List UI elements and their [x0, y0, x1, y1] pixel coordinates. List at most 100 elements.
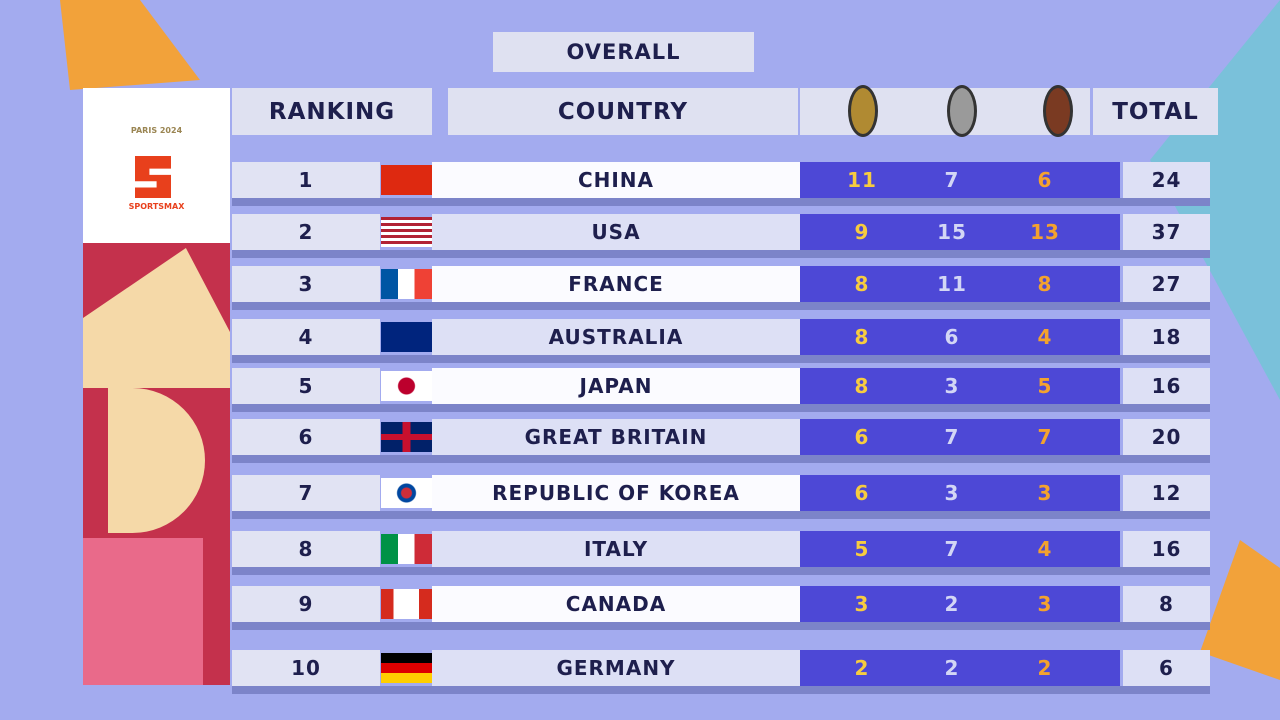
medal-count: 5 — [1037, 374, 1053, 398]
medal-count: 3 — [1037, 592, 1053, 616]
country-cell: CANADA — [432, 586, 800, 622]
row-shadow — [232, 567, 1210, 575]
total-cell: 24 — [1123, 162, 1210, 198]
medal-count: 15 — [937, 220, 967, 244]
medal-count: 6 — [1037, 168, 1053, 192]
logo-text: SPORTSMAX — [128, 202, 185, 211]
rank-cell: 3 — [232, 266, 380, 302]
medal-count: 8 — [854, 325, 870, 349]
flag — [381, 534, 432, 564]
total-cell: 20 — [1123, 419, 1210, 455]
medal-band — [800, 319, 1120, 355]
total-cell: 16 — [1123, 531, 1210, 567]
total-cell: 27 — [1123, 266, 1210, 302]
medal-count: 11 — [847, 168, 877, 192]
row-shadow — [232, 355, 1210, 363]
bronze-medal-icon — [1043, 85, 1073, 137]
flag — [381, 322, 432, 352]
total-cell: 18 — [1123, 319, 1210, 355]
decor — [83, 538, 203, 685]
country-cell: USA — [432, 214, 800, 250]
rank-cell: 2 — [232, 214, 380, 250]
flag — [381, 269, 432, 299]
row-shadow — [232, 404, 1210, 412]
flag — [381, 589, 432, 619]
flag — [381, 478, 432, 508]
medal-count: 8 — [854, 374, 870, 398]
row-shadow — [232, 622, 1210, 630]
logo-mark — [135, 156, 171, 198]
medal-count: 6 — [854, 481, 870, 505]
row-shadow — [232, 455, 1210, 463]
medal-count: 3 — [854, 592, 870, 616]
country-cell: CHINA — [432, 162, 800, 198]
rank-cell: 8 — [232, 531, 380, 567]
medal-count: 6 — [854, 425, 870, 449]
medal-count: 7 — [944, 168, 960, 192]
medal-header — [800, 85, 1090, 137]
medal-band — [800, 586, 1120, 622]
flag — [381, 165, 432, 195]
rank-cell: 7 — [232, 475, 380, 511]
country-cell: JAPAN — [432, 368, 800, 404]
medal-count: 6 — [944, 325, 960, 349]
column-header: COUNTRY — [448, 88, 798, 135]
total-cell: 37 — [1123, 214, 1210, 250]
silver-medal-icon — [947, 85, 977, 137]
row-shadow — [232, 198, 1210, 206]
total-cell: 16 — [1123, 368, 1210, 404]
side-panel: PARIS 2024 SPORTSMAX — [83, 88, 230, 685]
flag — [381, 422, 432, 452]
medal-band — [800, 368, 1120, 404]
decor — [108, 388, 205, 533]
rank-cell: 4 — [232, 319, 380, 355]
medal-band — [800, 162, 1120, 198]
flag — [381, 371, 432, 401]
country-cell: REPUBLIC OF KOREA — [432, 475, 800, 511]
column-header: TOTAL — [1093, 88, 1218, 135]
medal-count: 4 — [1037, 537, 1053, 561]
country-cell: FRANCE — [432, 266, 800, 302]
country-cell: GREAT BRITAIN — [432, 419, 800, 455]
row-shadow — [232, 511, 1210, 519]
medal-band — [800, 650, 1120, 686]
gold-medal-icon — [848, 85, 878, 137]
flag — [381, 653, 432, 683]
decor — [83, 248, 230, 388]
column-header: RANKING — [232, 88, 432, 135]
medal-band — [800, 214, 1120, 250]
rank-cell: 6 — [232, 419, 380, 455]
rank-cell: 10 — [232, 650, 380, 686]
medal-count: 11 — [937, 272, 967, 296]
rank-cell: 1 — [232, 162, 380, 198]
medal-count: 8 — [854, 272, 870, 296]
medal-count: 2 — [854, 656, 870, 680]
medal-band — [800, 531, 1120, 567]
medal-count: 2 — [944, 656, 960, 680]
medal-count: 4 — [1037, 325, 1053, 349]
rank-cell: 5 — [232, 368, 380, 404]
country-cell: GERMANY — [432, 650, 800, 686]
medal-count: 3 — [944, 481, 960, 505]
logo-text: PARIS 2024 — [130, 126, 183, 135]
medal-count: 5 — [854, 537, 870, 561]
row-shadow — [232, 302, 1210, 310]
logo-area: PARIS 2024 SPORTSMAX — [83, 88, 230, 243]
flag — [381, 217, 432, 247]
medal-count: 3 — [1037, 481, 1053, 505]
medal-band — [800, 475, 1120, 511]
rank-cell: 9 — [232, 586, 380, 622]
country-cell: AUSTRALIA — [432, 319, 800, 355]
medal-count: 3 — [944, 374, 960, 398]
medal-band — [800, 419, 1120, 455]
medal-count: 13 — [1030, 220, 1060, 244]
row-shadow — [232, 250, 1210, 258]
total-cell: 6 — [1123, 650, 1210, 686]
row-shadow — [232, 686, 1210, 694]
medal-band — [800, 266, 1120, 302]
title: OVERALL — [493, 32, 754, 72]
medal-count: 7 — [944, 425, 960, 449]
country-cell: ITALY — [432, 531, 800, 567]
medal-count: 9 — [854, 220, 870, 244]
